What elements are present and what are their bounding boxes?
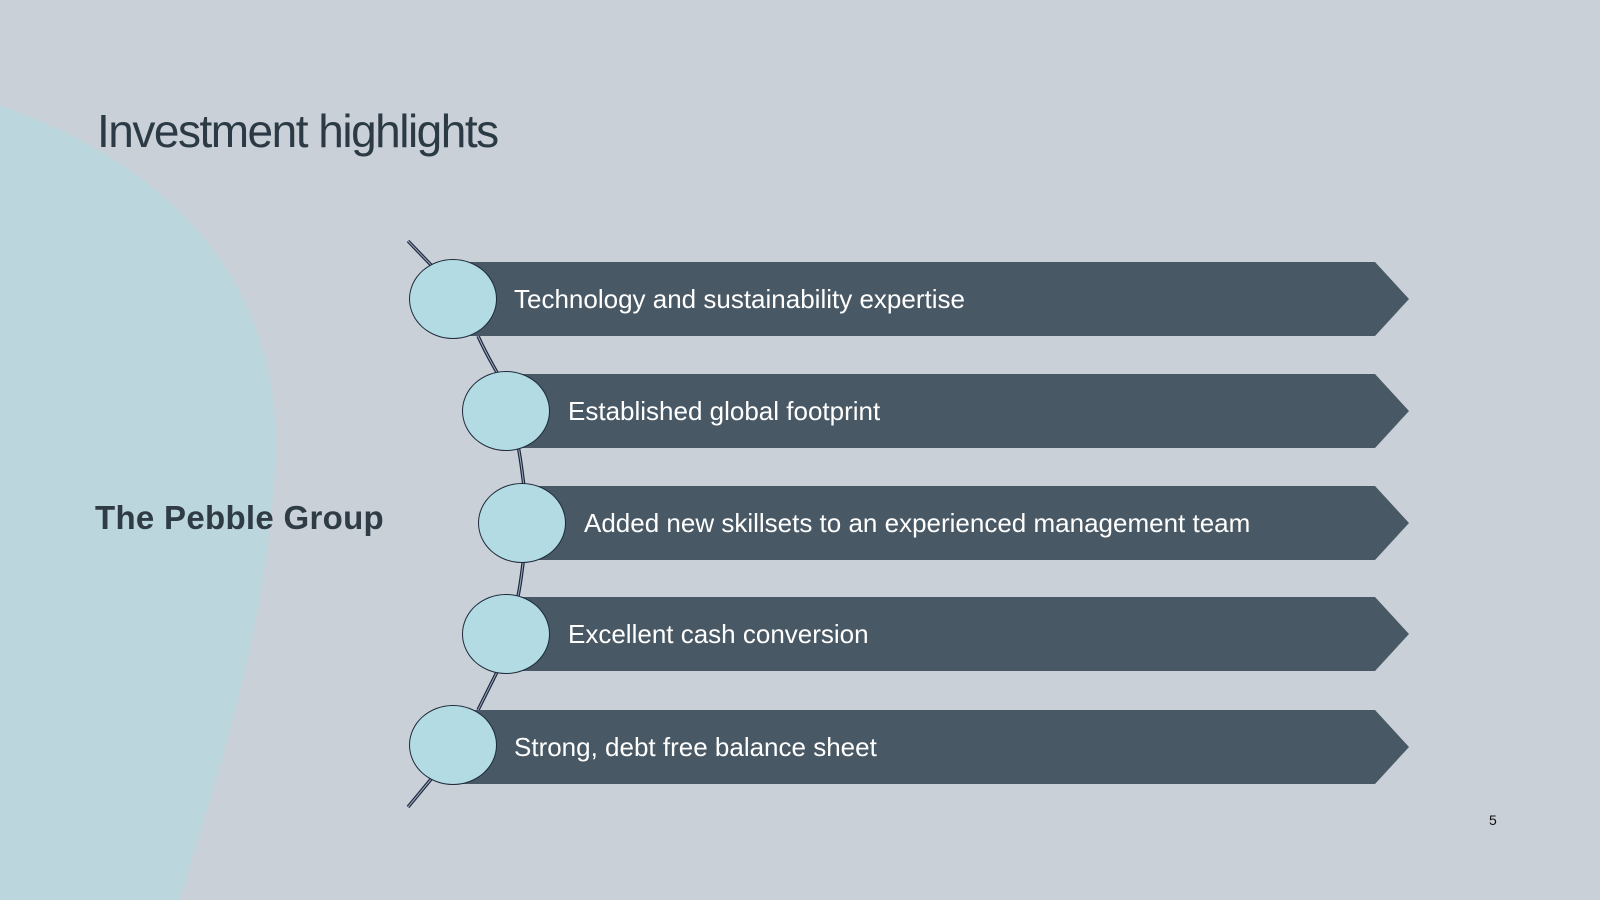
highlight-node-2: [462, 371, 550, 451]
slide-title: Investment highlights: [97, 105, 499, 157]
highlight-label-3: Added new skillsets to an experienced ma…: [584, 507, 1251, 538]
highlight-node-4: [462, 594, 550, 674]
highlight-banner-1: Technology and sustainability expertise: [455, 262, 1409, 336]
highlight-node-3: [478, 483, 566, 563]
highlight-banner-3: Added new skillsets to an experienced ma…: [524, 486, 1409, 560]
highlight-banner-5: Strong, debt free balance sheet: [455, 710, 1409, 784]
highlight-label-5: Strong, debt free balance sheet: [514, 731, 877, 762]
highlight-node-5: [409, 705, 497, 785]
brand-logo: The Pebble Group: [95, 499, 384, 536]
highlight-label-2: Established global footprint: [568, 395, 881, 426]
page-number: 5: [1489, 812, 1497, 828]
highlight-banner-4: Excellent cash conversion: [508, 597, 1409, 671]
highlight-label-1: Technology and sustainability expertise: [514, 283, 965, 314]
highlight-label-4: Excellent cash conversion: [568, 618, 869, 649]
highlight-banner-2: Established global footprint: [508, 374, 1409, 448]
highlight-node-1: [409, 259, 497, 339]
